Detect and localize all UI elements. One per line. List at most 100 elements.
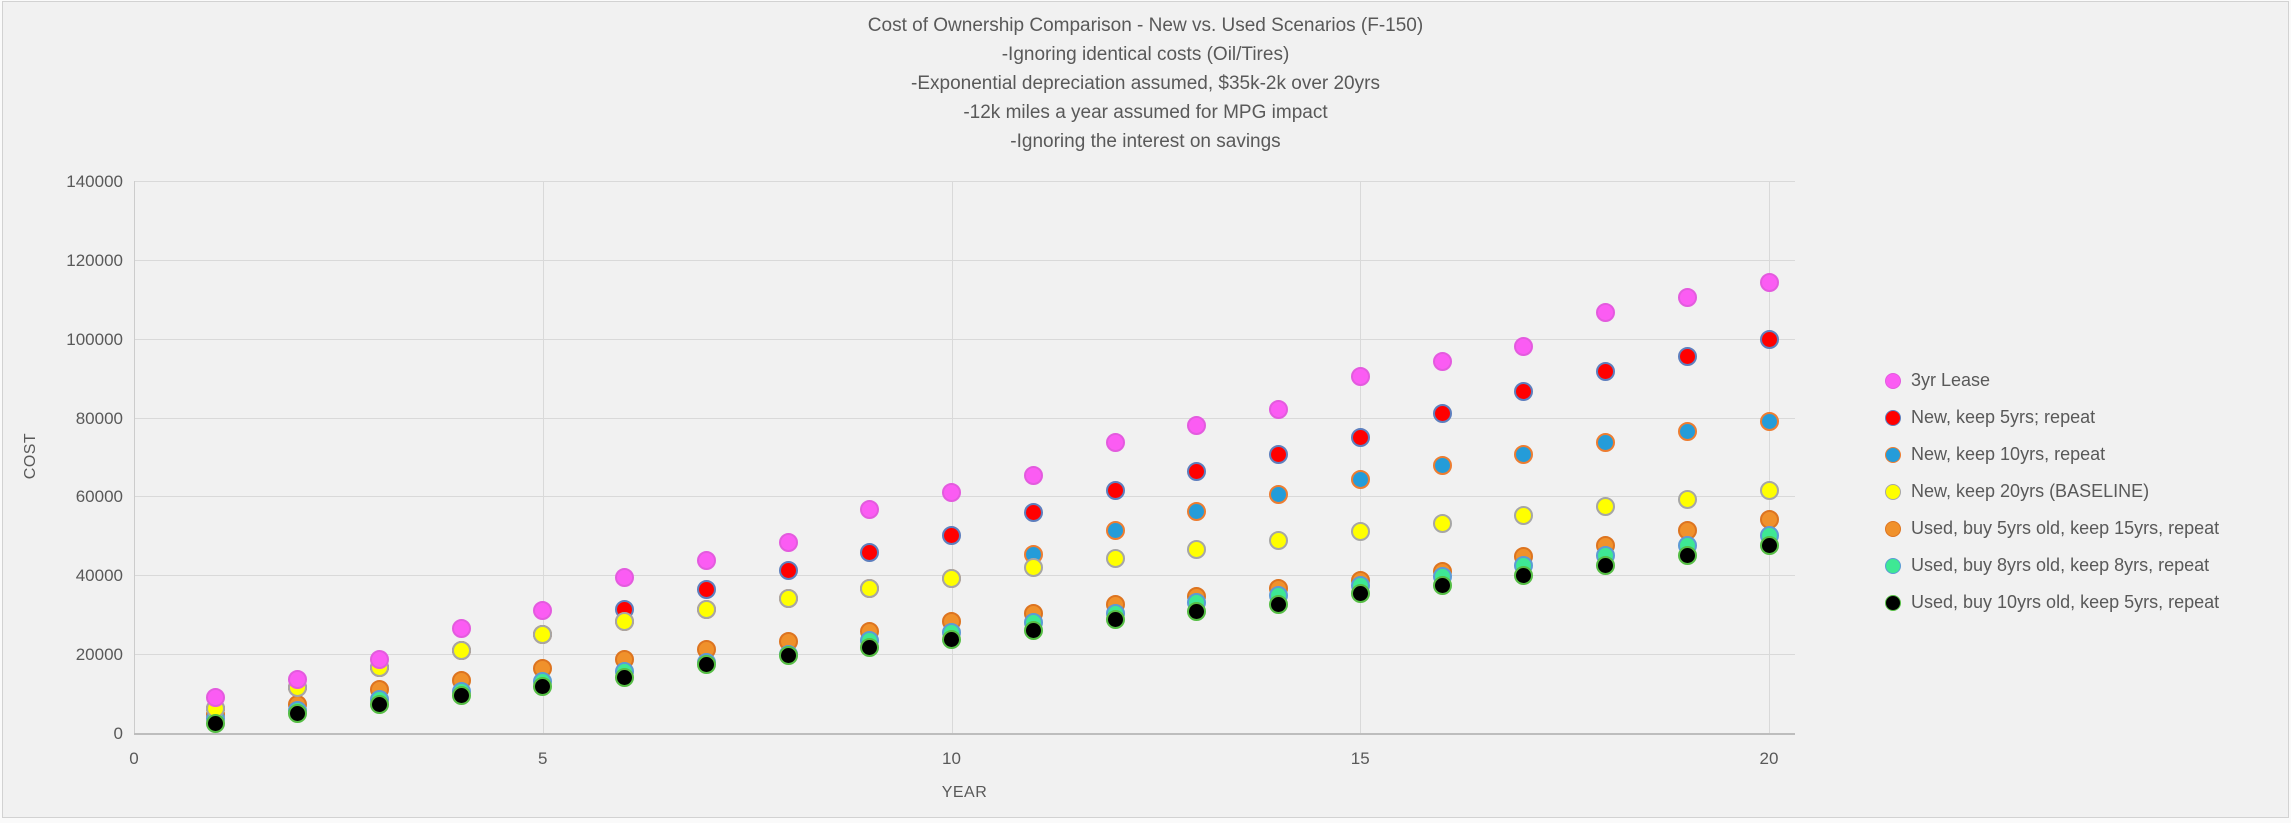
data-point[interactable]: [1023, 621, 1043, 641]
data-point[interactable]: [942, 525, 961, 545]
data-point[interactable]: [1269, 485, 1288, 505]
data-point[interactable]: [206, 714, 226, 734]
data-point[interactable]: [942, 568, 961, 588]
data-point[interactable]: [942, 482, 961, 502]
data-point[interactable]: [778, 588, 798, 608]
data-point[interactable]: [1596, 432, 1615, 452]
data-point[interactable]: [696, 579, 716, 599]
data-point[interactable]: [1023, 557, 1043, 577]
data-point[interactable]: [696, 550, 716, 570]
data-point[interactable]: [778, 646, 798, 666]
data-point[interactable]: [1677, 490, 1697, 510]
chart-title-line: -Ignoring identical costs (Oil/Tires): [1001, 44, 1290, 65]
data-point[interactable]: [696, 600, 716, 620]
data-point[interactable]: [860, 542, 880, 562]
data-point[interactable]: [1759, 412, 1779, 431]
data-point[interactable]: [1432, 514, 1452, 534]
legend-item[interactable]: Used, buy 5yrs old, keep 15yrs, repeat: [1885, 510, 2219, 547]
data-point[interactable]: [696, 654, 716, 674]
data-point[interactable]: [1432, 455, 1452, 475]
data-point[interactable]: [369, 694, 389, 714]
data-point[interactable]: [1514, 444, 1534, 464]
data-point[interactable]: [1269, 400, 1288, 420]
legend-item[interactable]: New, keep 5yrs; repeat: [1885, 399, 2219, 436]
data-point[interactable]: [1105, 548, 1125, 568]
data-point[interactable]: [1187, 462, 1207, 482]
data-point[interactable]: [1187, 502, 1207, 522]
data-point[interactable]: [1596, 555, 1615, 575]
data-point[interactable]: [288, 669, 307, 689]
legend-marker-icon: [1885, 594, 1901, 611]
data-point[interactable]: [778, 560, 798, 580]
data-point[interactable]: [1269, 594, 1288, 614]
data-point[interactable]: [1514, 506, 1534, 526]
data-point[interactable]: [1350, 522, 1370, 542]
data-point[interactable]: [860, 500, 880, 520]
chart-title-line: -Exponential depreciation assumed, $35k-…: [911, 73, 1380, 94]
y-tick-label: 120000: [66, 250, 123, 270]
data-point[interactable]: [1187, 602, 1207, 622]
data-point[interactable]: [1514, 382, 1534, 402]
data-point[interactable]: [1105, 480, 1125, 500]
data-point[interactable]: [1759, 273, 1779, 293]
data-point[interactable]: [615, 612, 634, 632]
data-point[interactable]: [1677, 546, 1697, 566]
data-point[interactable]: [1596, 497, 1615, 517]
data-point[interactable]: [451, 619, 471, 639]
data-point[interactable]: [1269, 444, 1288, 464]
data-point[interactable]: [1023, 503, 1043, 523]
data-point[interactable]: [533, 676, 553, 696]
legend-marker-icon: [1885, 409, 1901, 426]
y-tick-label: 80000: [75, 408, 123, 428]
legend-item[interactable]: Used, buy 10yrs old, keep 5yrs, repeat: [1885, 584, 2219, 621]
data-point[interactable]: [1759, 481, 1779, 501]
data-point[interactable]: [1677, 421, 1697, 441]
data-point[interactable]: [1596, 362, 1615, 382]
legend-marker-icon: [1885, 557, 1901, 574]
data-point[interactable]: [615, 567, 634, 587]
legend-item[interactable]: New, keep 20yrs (BASELINE): [1885, 473, 2219, 510]
data-point[interactable]: [1269, 531, 1288, 551]
data-point[interactable]: [860, 578, 880, 598]
data-point[interactable]: [1432, 575, 1452, 595]
y-tick-label: 60000: [75, 487, 123, 507]
data-point[interactable]: [1759, 329, 1779, 349]
data-point[interactable]: [451, 641, 471, 661]
legend-item[interactable]: 3yr Lease: [1885, 362, 2219, 399]
data-point[interactable]: [1350, 584, 1370, 604]
x-gridline: [1769, 181, 1770, 733]
data-point[interactable]: [1514, 336, 1534, 356]
y-axis-title: COST: [22, 432, 39, 480]
data-point[interactable]: [1432, 352, 1452, 372]
data-point[interactable]: [1350, 367, 1370, 387]
data-point[interactable]: [1187, 540, 1207, 560]
data-point[interactable]: [615, 667, 634, 687]
legend-item[interactable]: Used, buy 8yrs old, keep 8yrs, repeat: [1885, 547, 2219, 584]
data-point[interactable]: [1023, 465, 1043, 485]
data-point[interactable]: [778, 533, 798, 553]
data-point[interactable]: [1596, 302, 1615, 322]
data-point[interactable]: [206, 688, 226, 707]
data-point[interactable]: [451, 686, 471, 706]
data-point[interactable]: [1105, 610, 1125, 630]
data-point[interactable]: [369, 650, 389, 670]
data-point[interactable]: [1105, 432, 1125, 452]
data-point[interactable]: [1432, 404, 1452, 424]
data-point[interactable]: [1187, 415, 1207, 435]
data-point[interactable]: [1677, 287, 1697, 307]
data-point[interactable]: [288, 703, 307, 723]
data-point[interactable]: [533, 625, 553, 645]
data-point[interactable]: [533, 601, 553, 621]
data-point[interactable]: [1350, 427, 1370, 447]
legend-label: Used, buy 5yrs old, keep 15yrs, repeat: [1911, 518, 2220, 538]
data-point[interactable]: [1105, 521, 1125, 541]
data-point[interactable]: [1514, 565, 1534, 585]
data-point[interactable]: [1677, 346, 1697, 366]
data-point[interactable]: [860, 638, 880, 658]
data-point[interactable]: [1350, 469, 1370, 489]
data-point[interactable]: [942, 630, 961, 650]
legend-item[interactable]: New, keep 10yrs, repeat: [1885, 436, 2219, 473]
data-point[interactable]: [1759, 535, 1779, 555]
